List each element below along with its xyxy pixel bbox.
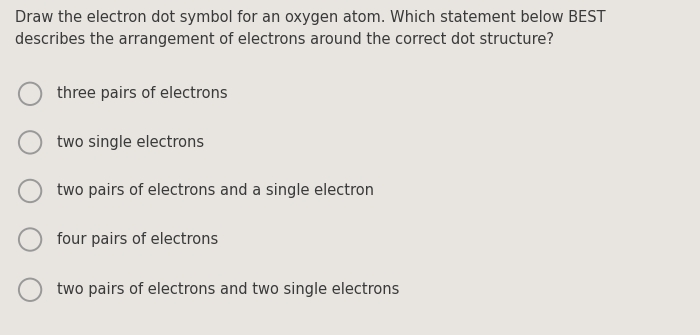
Text: four pairs of electrons: four pairs of electrons [57,232,218,247]
Text: two pairs of electrons and two single electrons: two pairs of electrons and two single el… [57,282,400,297]
Text: two pairs of electrons and a single electron: two pairs of electrons and a single elec… [57,184,374,198]
Text: two single electrons: two single electrons [57,135,204,150]
Text: Draw the electron dot symbol for an oxygen atom. Which statement below BEST
desc: Draw the electron dot symbol for an oxyg… [15,10,606,47]
Text: three pairs of electrons: three pairs of electrons [57,86,228,101]
